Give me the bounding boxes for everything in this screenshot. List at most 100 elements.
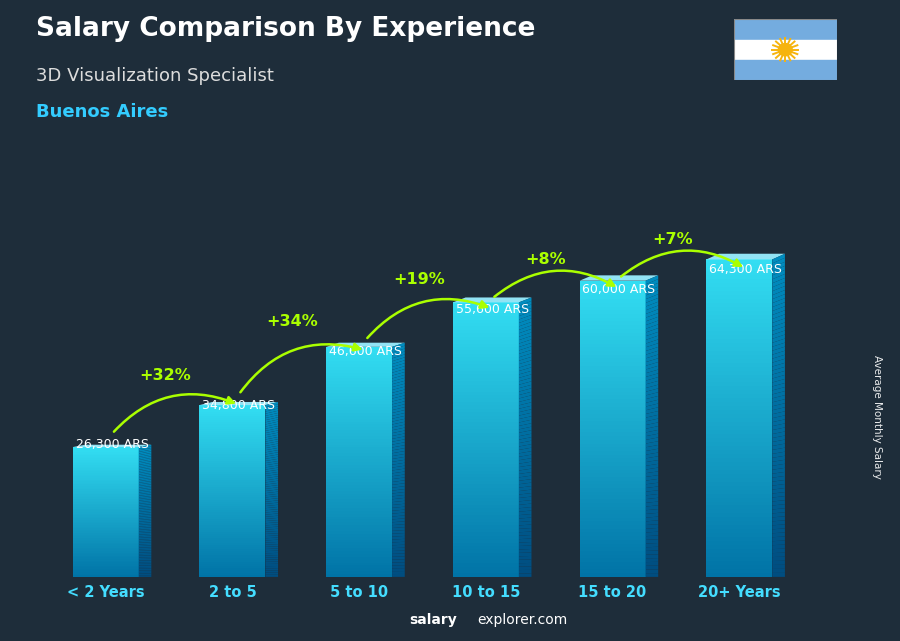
Polygon shape <box>139 504 151 507</box>
Bar <box>706 343 772 347</box>
Polygon shape <box>392 463 405 468</box>
Bar <box>326 505 392 508</box>
Bar <box>706 486 772 490</box>
Polygon shape <box>266 406 278 412</box>
Polygon shape <box>139 445 151 449</box>
Polygon shape <box>392 448 405 453</box>
Bar <box>580 518 645 521</box>
Bar <box>73 538 139 540</box>
Bar <box>200 506 266 508</box>
Polygon shape <box>266 485 278 489</box>
Polygon shape <box>266 553 278 555</box>
Polygon shape <box>266 450 278 454</box>
Polygon shape <box>392 384 405 390</box>
Polygon shape <box>518 560 532 563</box>
Bar <box>706 506 772 510</box>
Bar <box>706 287 772 291</box>
Bar <box>580 344 645 347</box>
Bar <box>453 532 518 536</box>
Bar <box>326 370 392 372</box>
Bar <box>73 476 139 478</box>
Polygon shape <box>645 453 658 458</box>
Bar <box>453 560 518 563</box>
Bar <box>326 513 392 517</box>
Bar <box>453 478 518 481</box>
Bar <box>200 521 266 523</box>
Bar <box>453 385 518 388</box>
Polygon shape <box>266 408 278 413</box>
Polygon shape <box>645 494 658 499</box>
Bar <box>73 517 139 519</box>
Polygon shape <box>645 531 658 536</box>
Bar <box>73 499 139 501</box>
Polygon shape <box>139 471 151 474</box>
Polygon shape <box>518 490 532 495</box>
Bar <box>580 306 645 310</box>
Polygon shape <box>645 358 658 366</box>
Text: 55,600 ARS: 55,600 ARS <box>455 303 529 316</box>
Polygon shape <box>139 531 151 533</box>
Polygon shape <box>139 503 151 506</box>
Polygon shape <box>645 501 658 506</box>
Bar <box>706 478 772 481</box>
Polygon shape <box>392 460 405 465</box>
Polygon shape <box>772 556 785 561</box>
Polygon shape <box>645 351 658 358</box>
Bar <box>326 482 392 485</box>
Polygon shape <box>645 340 658 347</box>
Bar <box>706 283 772 287</box>
Bar <box>326 436 392 439</box>
Bar <box>453 440 518 443</box>
Bar <box>453 309 518 313</box>
Bar <box>706 331 772 335</box>
Bar <box>453 378 518 381</box>
Polygon shape <box>139 542 151 544</box>
Bar <box>453 412 518 415</box>
Polygon shape <box>518 367 532 374</box>
Polygon shape <box>392 571 405 574</box>
Text: +19%: +19% <box>392 272 445 287</box>
Polygon shape <box>645 400 658 406</box>
Bar <box>73 457 139 458</box>
Bar <box>580 325 645 329</box>
Bar <box>200 463 266 465</box>
Bar <box>580 540 645 544</box>
Polygon shape <box>266 557 278 560</box>
Bar <box>580 551 645 554</box>
Polygon shape <box>518 524 532 529</box>
Bar <box>73 506 139 507</box>
Bar <box>734 40 837 60</box>
Polygon shape <box>645 471 658 477</box>
Bar <box>326 563 392 565</box>
Polygon shape <box>266 507 278 510</box>
Bar <box>73 546 139 547</box>
Bar <box>706 446 772 450</box>
Polygon shape <box>392 501 405 505</box>
Bar <box>580 485 645 488</box>
Polygon shape <box>645 434 658 440</box>
Polygon shape <box>266 490 278 493</box>
Polygon shape <box>772 407 785 414</box>
Bar <box>580 281 645 285</box>
Polygon shape <box>392 478 405 482</box>
Bar <box>706 260 772 263</box>
Bar <box>73 491 139 492</box>
Bar <box>580 292 645 296</box>
Polygon shape <box>139 575 151 577</box>
Bar <box>453 405 518 409</box>
Polygon shape <box>326 343 405 347</box>
Polygon shape <box>266 467 278 472</box>
Bar <box>200 442 266 444</box>
Polygon shape <box>139 446 151 451</box>
Bar <box>200 562 266 564</box>
Polygon shape <box>518 521 532 526</box>
Polygon shape <box>266 494 278 497</box>
Bar <box>580 521 645 525</box>
Polygon shape <box>772 456 785 462</box>
Bar <box>734 19 837 40</box>
Bar <box>706 327 772 331</box>
Bar <box>326 548 392 551</box>
Bar <box>73 551 139 553</box>
Bar <box>706 430 772 434</box>
Bar <box>326 537 392 540</box>
